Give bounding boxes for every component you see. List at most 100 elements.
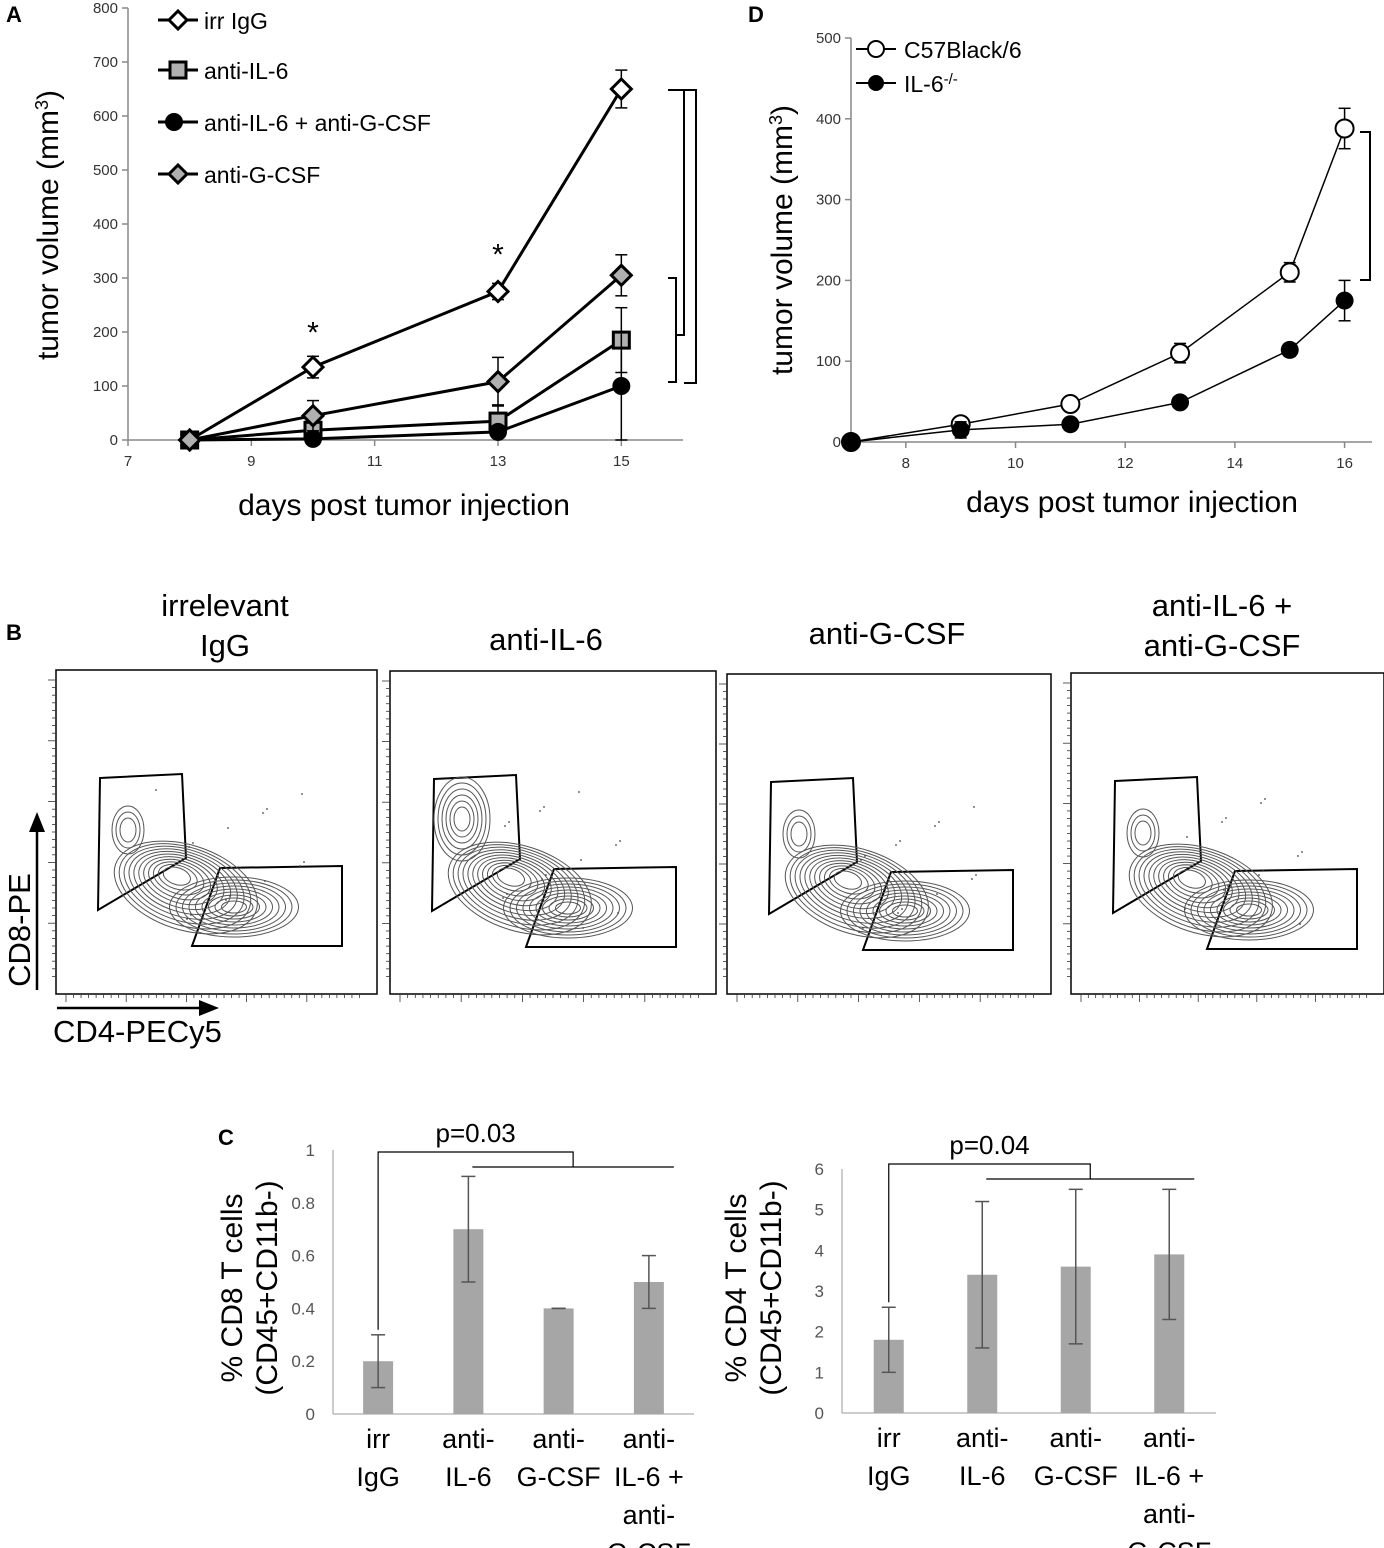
contour-ring bbox=[542, 895, 594, 921]
c-cd8-category-label: IL-6 bbox=[445, 1462, 492, 1492]
contour-ring bbox=[535, 892, 601, 924]
event-dot bbox=[619, 840, 621, 842]
a-x-tick-label: 13 bbox=[490, 453, 507, 470]
d-data-point bbox=[1335, 291, 1354, 310]
contour-ring bbox=[1216, 894, 1282, 926]
contour-ring bbox=[162, 866, 191, 886]
event-dot bbox=[615, 844, 617, 846]
cd4-gate bbox=[861, 868, 1014, 951]
contour-ring bbox=[548, 898, 588, 918]
contour-ring bbox=[1184, 879, 1314, 941]
c-cd4-y-tick-label: 4 bbox=[815, 1241, 824, 1260]
a-data-point bbox=[485, 279, 511, 304]
cd4-gate bbox=[190, 864, 343, 947]
d-data-point bbox=[1279, 262, 1300, 283]
legend-marker-diamond-grey bbox=[166, 162, 190, 186]
flow-plot-frame bbox=[726, 673, 1052, 995]
event-dot bbox=[580, 859, 582, 861]
event-dot bbox=[1221, 821, 1223, 823]
event-dot bbox=[504, 825, 506, 827]
flow-plot-0 bbox=[48, 669, 378, 1002]
d-y-tick-label: 100 bbox=[816, 353, 841, 370]
event-dot bbox=[578, 791, 580, 793]
c-cd8-y-tick-label: 0.2 bbox=[291, 1352, 315, 1371]
legend-label-il6-sup: -/- bbox=[944, 71, 958, 88]
c-cd8-bar bbox=[543, 1308, 574, 1414]
event-dot bbox=[975, 874, 977, 876]
contour-ring bbox=[433, 776, 491, 862]
contour-ring bbox=[477, 857, 552, 907]
event-dot bbox=[545, 874, 547, 876]
panel-a-series: ** bbox=[177, 69, 634, 453]
panel-d-legend: C57Black/6 IL-6-/- bbox=[856, 37, 1022, 97]
a-series-line bbox=[189, 384, 622, 442]
cd8-gate bbox=[96, 772, 188, 912]
event-dot bbox=[299, 865, 301, 867]
legend-item-irr-igg: irr IgG bbox=[158, 8, 268, 34]
a-x-tick-label: 15 bbox=[613, 453, 630, 470]
d-x-tick-label: 16 bbox=[1336, 455, 1353, 472]
legend-label-anti-il6: anti-IL-6 bbox=[204, 58, 288, 84]
contour-ring bbox=[1134, 820, 1152, 846]
contour-ring bbox=[195, 888, 273, 926]
contour-ring bbox=[157, 863, 198, 891]
contour-ring bbox=[828, 867, 869, 895]
contour-ring bbox=[123, 845, 245, 925]
event-dot bbox=[303, 861, 305, 863]
contour-ring bbox=[509, 880, 627, 936]
c-cd8-y-tick-label: 0.8 bbox=[291, 1194, 315, 1213]
legend-label-c57black6: C57Black/6 bbox=[904, 37, 1022, 63]
a-data-point bbox=[489, 422, 507, 441]
d-x-tick-label: 12 bbox=[1117, 455, 1134, 472]
panel-d-y-title-sup: 3 bbox=[766, 115, 786, 125]
a-y-tick-label: 700 bbox=[93, 54, 118, 71]
a-series-line bbox=[189, 274, 623, 442]
c-cd4-category-label: anti- bbox=[956, 1423, 1009, 1453]
a-series-line bbox=[189, 338, 623, 442]
panel-d-axes: 0 100 200 300 400 500 8 10 12 14 16 bbox=[816, 30, 1372, 472]
event-dot bbox=[1223, 889, 1225, 891]
panel-label-d: D bbox=[748, 2, 764, 27]
d-y-tick-label: 500 bbox=[816, 30, 841, 47]
event-dot bbox=[1184, 908, 1186, 910]
d-series-0 bbox=[841, 107, 1355, 452]
contour-ring bbox=[111, 805, 145, 855]
contour-ring bbox=[1229, 900, 1269, 920]
event-dot bbox=[617, 912, 619, 914]
a-y-tick-label: 600 bbox=[93, 108, 118, 125]
panel-d-significance-bracket bbox=[1360, 131, 1371, 281]
d-data-point bbox=[1171, 393, 1190, 412]
c-cd4-category-label: irr bbox=[877, 1423, 901, 1453]
contour-ring bbox=[201, 891, 267, 923]
flow-title-igg: IgG bbox=[200, 628, 250, 663]
c-cd4-category-label: anti- bbox=[1049, 1423, 1102, 1453]
panel-d-line-chart: 0 100 200 300 400 500 8 10 12 14 16 days post tumo… bbox=[766, 30, 1372, 519]
legend-label-irr-igg: irr IgG bbox=[204, 8, 268, 34]
contour-ring bbox=[866, 892, 944, 930]
contour-ring bbox=[496, 867, 525, 887]
contour-ring bbox=[449, 800, 475, 838]
c-cd8-pvalue-label: p=0.03 bbox=[436, 1118, 516, 1148]
event-dot bbox=[186, 918, 188, 920]
panel-d-y-axis-title: tumor volume (mm3) bbox=[766, 105, 799, 375]
event-dot bbox=[897, 912, 899, 914]
panel-a-legend: irr IgG anti-IL-6 anti-IL-6 + anti-G-CSF… bbox=[158, 8, 431, 188]
contour-ring bbox=[1197, 885, 1301, 935]
a-data-point bbox=[612, 377, 631, 395]
c-cd8-category-label: anti- bbox=[623, 1424, 676, 1454]
a-data-point bbox=[609, 76, 634, 102]
a-y-tick-label: 800 bbox=[93, 0, 118, 17]
a-x-tick-label: 7 bbox=[124, 453, 132, 470]
panel-a-bracket-inner bbox=[668, 277, 677, 383]
contour-ring bbox=[472, 854, 559, 912]
event-dot bbox=[1225, 817, 1227, 819]
legend-marker-square-grey bbox=[168, 60, 188, 80]
c-cd4-category-label: IgG bbox=[867, 1461, 911, 1491]
a-series-line bbox=[188, 88, 623, 442]
event-dot bbox=[1188, 904, 1190, 906]
contour-ring bbox=[138, 853, 225, 911]
c-cd4-y-tick-label: 6 bbox=[815, 1160, 824, 1179]
panel-a-y-title-sup: 3 bbox=[32, 100, 52, 110]
c-cd8-category-label: IgG bbox=[356, 1462, 400, 1492]
c-cd8-y-tick-label: 0.6 bbox=[291, 1247, 315, 1266]
